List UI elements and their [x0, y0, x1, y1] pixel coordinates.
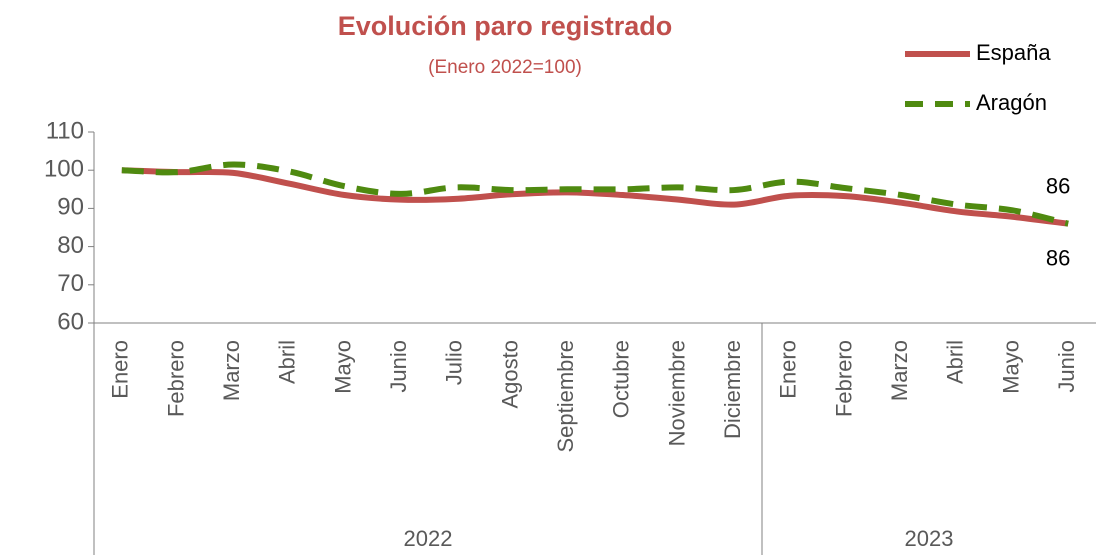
x-tick-label: Diciembre: [720, 340, 745, 439]
x-tick-label: Octubre: [609, 340, 634, 418]
group-label: 2023: [905, 526, 954, 551]
group-label: 2022: [404, 526, 453, 551]
x-tick-label: Septiembre: [553, 340, 578, 453]
x-tick-label: Noviembre: [664, 340, 689, 446]
y-tick-label: 100: [44, 156, 84, 183]
y-tick-label: 60: [57, 308, 84, 335]
x-tick-label: Abril: [275, 340, 300, 384]
legend-label: España: [976, 40, 1051, 65]
x-tick-label: Agosto: [497, 340, 522, 409]
x-tick-label: Febrero: [831, 340, 856, 417]
x-tick-label: Enero: [108, 340, 133, 399]
x-tick-label: Marzo: [887, 340, 912, 401]
series-line: [121, 167, 1069, 227]
chart-title: Evolución paro registrado: [338, 11, 673, 41]
x-tick-label: Mayo: [330, 340, 355, 394]
x-tick-label: Marzo: [219, 340, 244, 401]
y-tick-label: 70: [57, 270, 84, 297]
y-tick-label: 110: [46, 117, 84, 144]
x-tick-label: Abril: [943, 340, 968, 384]
data-label: 86: [1046, 245, 1070, 270]
x-tick-label: Junio: [386, 340, 411, 393]
x-tick-label: Julio: [442, 340, 467, 385]
legend-label: Aragón: [976, 90, 1047, 115]
series-line: [121, 161, 1069, 227]
data-label: 86: [1046, 173, 1070, 198]
y-tick-label: 90: [57, 194, 84, 221]
x-tick-label: Mayo: [998, 340, 1023, 394]
y-tick-label: 80: [57, 232, 84, 259]
x-tick-label: Junio: [1054, 340, 1079, 393]
x-tick-label: Enero: [776, 340, 801, 399]
chart-subtitle: (Enero 2022=100): [428, 57, 582, 78]
x-tick-label: Febrero: [163, 340, 188, 417]
